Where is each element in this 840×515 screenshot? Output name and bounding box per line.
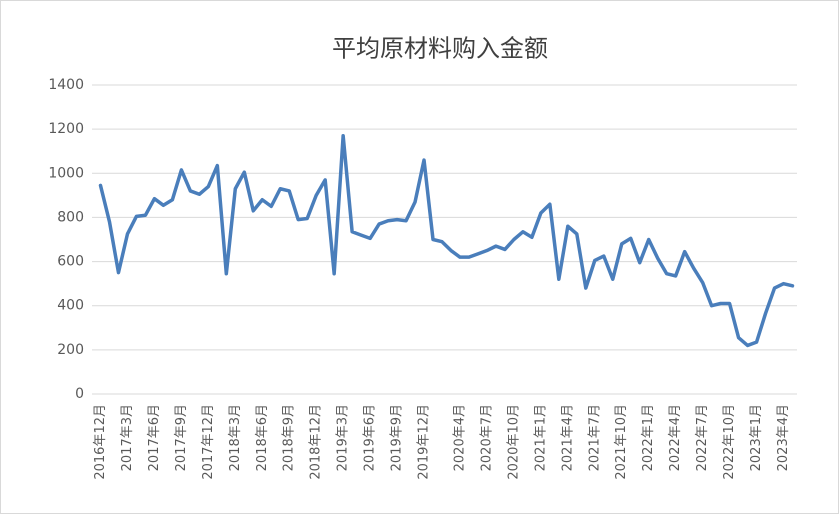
x-tick-label: 2018年9月 (282, 404, 297, 471)
y-tick-label: 800 (57, 209, 84, 225)
x-tick-label: 2017年3月 (120, 404, 135, 471)
x-tick-label: 2019年9月 (390, 404, 405, 471)
x-tick-label: 2020年7月 (479, 404, 494, 471)
x-tick-label: 2022年10月 (722, 404, 737, 480)
x-tick-label: 2023年4月 (776, 404, 791, 471)
x-tick-label: 2022年7月 (695, 404, 710, 471)
y-tick-label: 200 (57, 342, 84, 358)
x-tick-label: 2017年12月 (201, 404, 216, 480)
x-tick-label: 2022年1月 (641, 404, 656, 471)
x-tick-label: 2017年6月 (147, 404, 162, 471)
x-tick-label: 2021年7月 (587, 404, 602, 471)
x-tick-label: 2021年1月 (533, 404, 548, 471)
chart-title: 平均原材料购入金额 (332, 35, 548, 63)
x-tick-label: 2021年4月 (560, 404, 575, 471)
x-tick-label: 2018年6月 (255, 404, 270, 471)
y-tick-label: 400 (57, 298, 84, 314)
x-tick-label: 2021年10月 (614, 404, 629, 480)
x-tick-label: 2019年3月 (336, 404, 351, 471)
x-tick-label: 2018年12月 (309, 404, 324, 480)
x-tick-label: 2016年12月 (93, 404, 108, 480)
y-tick-label: 0 (75, 386, 84, 402)
y-tick-label: 600 (57, 254, 84, 270)
y-tick-label: 1000 (48, 165, 84, 181)
x-tick-label: 2023年1月 (749, 404, 764, 471)
x-tick-label: 2018年3月 (228, 404, 243, 471)
x-tick-label: 2020年10月 (506, 404, 521, 480)
x-tick-label: 2019年6月 (363, 404, 378, 471)
y-tick-label: 1400 (48, 77, 84, 93)
x-tick-label: 2017年9月 (174, 404, 189, 471)
x-tick-label: 2022年4月 (668, 404, 683, 471)
x-tick-label: 2020年4月 (452, 404, 467, 471)
data-line (98, 134, 795, 348)
y-tick-label: 1200 (48, 121, 84, 137)
x-tick-label: 2019年12月 (417, 404, 432, 480)
